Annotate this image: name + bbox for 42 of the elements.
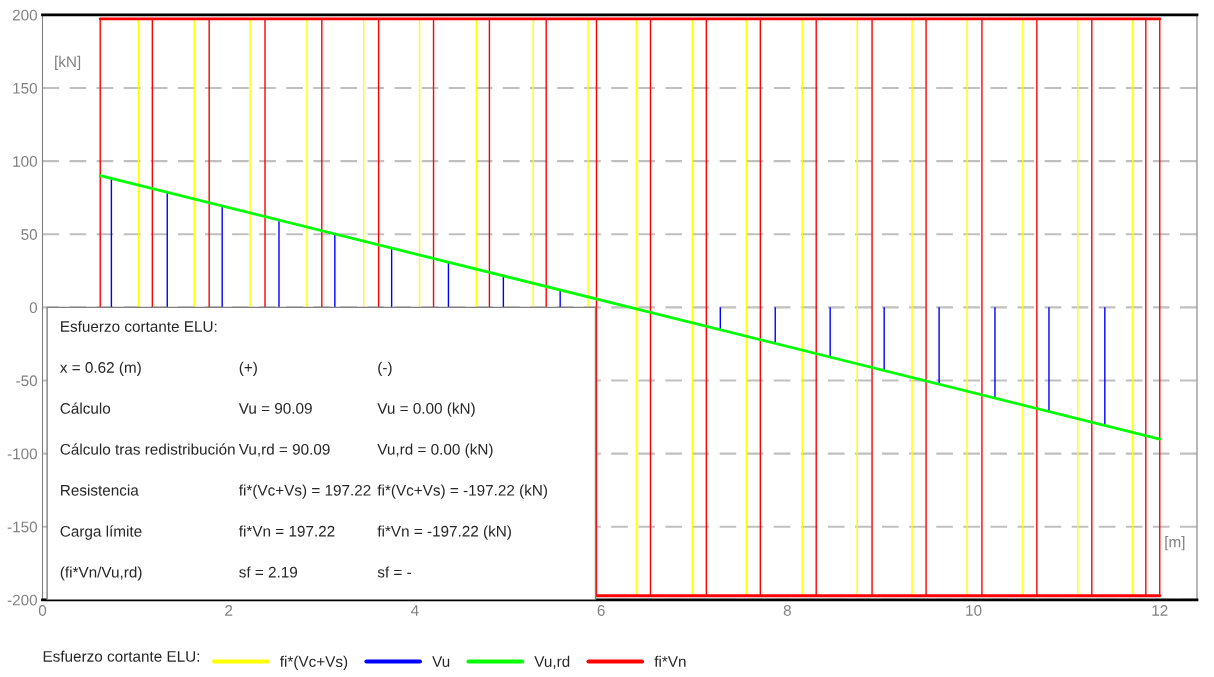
x-tick-label: 2 bbox=[225, 605, 233, 616]
y-tick-label: -50 bbox=[16, 375, 38, 387]
y-tick-label: 0 bbox=[29, 302, 38, 314]
annotation: fi*(Vc+Vs) = -197.22 (kN) bbox=[377, 484, 548, 499]
annotation: Cálculo bbox=[60, 402, 111, 414]
legend-label: Vu,rd bbox=[534, 655, 570, 669]
annotation: (+) bbox=[239, 361, 257, 376]
annotation: Carga límite bbox=[60, 525, 142, 540]
x-tick-label: 4 bbox=[411, 605, 419, 616]
legend-label: fi*(Vc+Vs) bbox=[279, 655, 348, 671]
annotation: Vu,rd = 0.00 (kN) bbox=[377, 443, 493, 458]
annotation: sf = - bbox=[377, 566, 411, 578]
x-tick-label: 8 bbox=[783, 605, 791, 616]
y-tick-label: 200 bbox=[12, 9, 38, 21]
y-tick-label: 50 bbox=[21, 229, 38, 240]
x-tick-label: 0 bbox=[38, 605, 47, 616]
legend-label: fi*Vn bbox=[654, 655, 686, 667]
x-axis-title: [m] bbox=[1165, 536, 1185, 551]
legend-title: Esfuerzo cortante ELU: bbox=[43, 650, 200, 662]
x-tick-label: 10 bbox=[966, 605, 982, 616]
annotation: Cálculo tras redistribución bbox=[60, 443, 235, 455]
annotation: fi*Vn = 197.22 bbox=[238, 525, 335, 537]
annotation: fi*Vn = -197.22 (kN) bbox=[377, 525, 511, 540]
annotation: (fi*Vn/Vu,rd) bbox=[60, 566, 142, 581]
annotation: sf = 2.19 bbox=[239, 566, 298, 578]
x-tick-label: 12 bbox=[1152, 605, 1168, 616]
annotation: x = 0.62 (m) bbox=[59, 361, 141, 376]
y-tick-label: -100 bbox=[7, 448, 38, 460]
x-tick-label: 6 bbox=[597, 605, 605, 616]
y-axis-title: [kN] bbox=[55, 55, 81, 71]
annotation: fi*(Vc+Vs) = 197.22 bbox=[238, 484, 371, 499]
y-tick-label: -200 bbox=[7, 594, 38, 606]
annotation: Esfuerzo cortante ELU: bbox=[61, 320, 217, 332]
annotation: Vu = 90.09 bbox=[238, 403, 312, 414]
y-tick-label: 150 bbox=[13, 82, 38, 94]
annotation: (-) bbox=[378, 361, 392, 376]
legend-label: Vu bbox=[432, 656, 450, 667]
annotation: Vu = 0.00 (kN) bbox=[377, 402, 475, 417]
y-tick-label: 100 bbox=[13, 155, 38, 167]
annotation: Resistencia bbox=[61, 484, 139, 496]
annotation: Vu,rd = 90.09 bbox=[238, 443, 330, 457]
y-tick-label: -150 bbox=[7, 521, 38, 533]
